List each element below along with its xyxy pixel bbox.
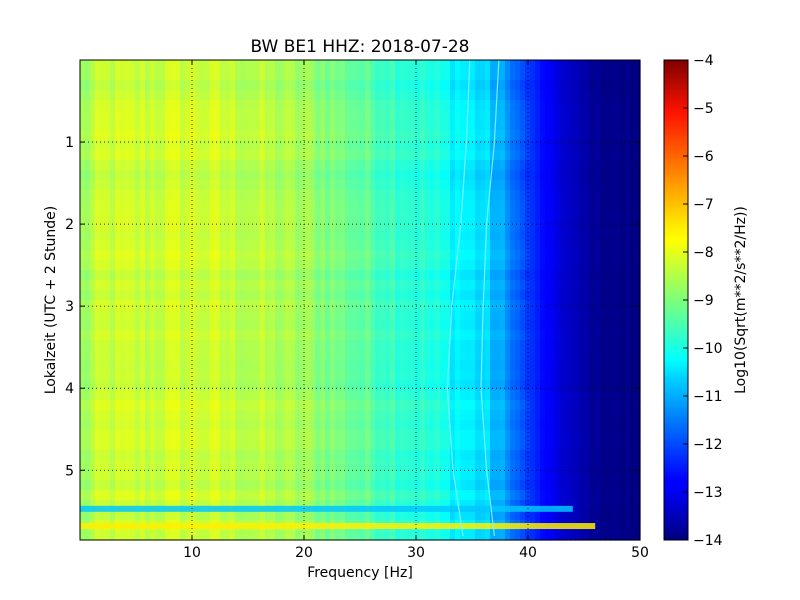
colorbar-tick-label-4: −4 [693,53,714,69]
y-axis-ticks: 1 2 3 4 5 [65,135,640,479]
colorbar-tick-label-7: −7 [693,197,714,213]
colorbar-tick-label-8: −8 [693,245,714,261]
x-tick-label-10: 10 [183,545,201,561]
colorbar-tick-label-13: −13 [693,485,723,501]
plot-grid [80,60,640,540]
colorbar-tick-label-11: −11 [693,389,723,405]
colorbar-tick-label-9: −9 [693,293,714,309]
y-tick-label-5: 5 [65,463,74,479]
colorbar-tick-label-12: −12 [693,437,723,453]
y-tick-label-4: 4 [65,381,74,397]
chart-title: BW BE1 HHZ: 2018-07-28 [250,37,469,57]
x-axis-label: Frequency [Hz] [307,565,413,581]
x-axis-ticks: 10 20 30 40 50 [183,60,649,561]
broadband-event-2 [80,523,596,530]
y-tick-label-2: 2 [65,217,74,233]
broadband-event-1 [80,505,573,512]
y-tick-label-1: 1 [65,135,74,151]
colorbar-tick-label-14: −14 [693,533,723,549]
spectrogram-heatmap [80,60,641,541]
x-tick-label-30: 30 [407,545,425,561]
spectral-line-2 [480,59,500,536]
x-tick-label-20: 20 [295,545,313,561]
plot-frame [79,59,641,541]
colorbar-tick-label-6: −6 [693,149,714,165]
colorbar-label: Log10(Sqrt(m**2/s**2/Hz)) [733,206,749,394]
x-tick-label-40: 40 [519,545,537,561]
x-tick-label-50: 50 [631,545,649,561]
y-tick-label-3: 3 [65,299,74,315]
y-axis-label: Lokalzeit (UTC + 2 Stunde) [43,206,59,395]
colorbar-tick-label-5: −5 [693,101,714,117]
colorbar-ticks: −4 −5 −6 −7 −8 −9 −10 −11 −12 −13 −14 [683,53,723,549]
colorbar-tick-label-10: −10 [693,341,723,357]
